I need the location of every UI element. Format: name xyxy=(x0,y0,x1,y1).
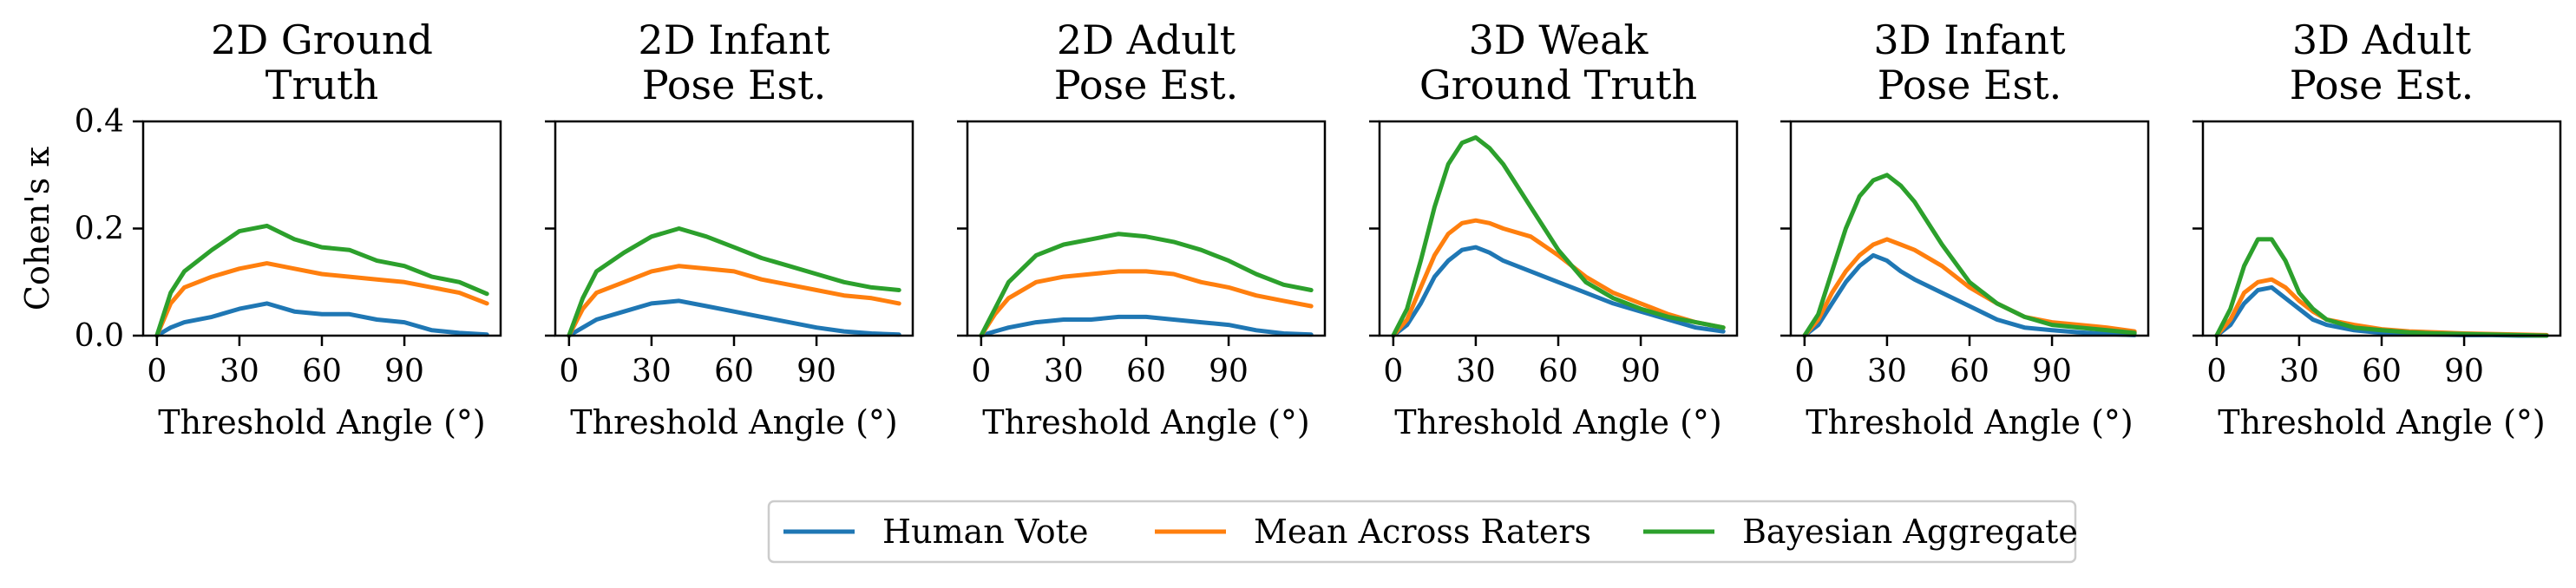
x-axis-label: Threshold Angle (°) xyxy=(158,403,486,441)
series-line-bayesian-aggregate xyxy=(154,223,489,338)
x-tick-label: 60 xyxy=(1950,354,1989,389)
panel-title-line: 2D Infant xyxy=(638,16,830,63)
y-tick-label: 0.0 xyxy=(75,318,124,354)
y-tick-label: 0.2 xyxy=(75,212,124,247)
series-line-bayesian-aggregate xyxy=(567,226,901,338)
plot-frame xyxy=(554,120,914,337)
x-tick-label: 60 xyxy=(714,354,754,389)
y-axis-label: Cohen's κ xyxy=(18,147,56,310)
x-tick-label: 30 xyxy=(2279,354,2319,389)
series-line-mean-across-raters xyxy=(979,269,1314,338)
x-axis-label: Threshold Angle (°) xyxy=(570,403,898,441)
panel-title-line: 3D Weak xyxy=(1469,16,1649,63)
x-tick-label: 60 xyxy=(302,354,342,389)
y-tick-label: 0.4 xyxy=(75,104,124,140)
legend: Human Vote Mean Across Raters Bayesian Agg… xyxy=(767,500,2078,564)
x-axis-label: Threshold Angle (°) xyxy=(982,403,1310,441)
x-tick-label: 0 xyxy=(559,354,579,389)
panel-title-line: 2D Adult xyxy=(1057,16,1236,63)
x-axis-label: Threshold Angle (°) xyxy=(1394,403,1722,441)
plot-frame xyxy=(966,120,1327,337)
x-tick-label: 90 xyxy=(384,354,424,389)
series-line-human-vote xyxy=(979,314,1314,338)
x-tick-label: 30 xyxy=(220,354,259,389)
series-line-human-vote xyxy=(1802,252,2137,338)
x-tick-label: 30 xyxy=(632,354,672,389)
panel-title-line: Pose Est. xyxy=(642,62,827,108)
panel-title-line: Pose Est. xyxy=(1878,62,2062,108)
series-line-bayesian-aggregate xyxy=(979,232,1314,338)
x-tick-label: 0 xyxy=(971,354,991,389)
series-line-bayesian-aggregate xyxy=(1802,173,2137,338)
x-tick-label: 60 xyxy=(1126,354,1166,389)
x-tick-label: 30 xyxy=(1456,354,1496,389)
panel-title-line: 2D Ground xyxy=(211,16,433,63)
panel-title-line: Pose Est. xyxy=(2290,62,2474,108)
panel-title-line: Ground Truth xyxy=(1419,62,1697,108)
series-line-mean-across-raters xyxy=(1391,218,1726,338)
plot-frame xyxy=(2201,120,2562,337)
x-tick-label: 0 xyxy=(1383,354,1403,389)
x-tick-label: 90 xyxy=(796,354,836,389)
series-line-human-vote xyxy=(567,298,901,338)
series-line-mean-across-raters xyxy=(567,264,901,338)
x-tick-label: 60 xyxy=(1538,354,1578,389)
plot-frame xyxy=(1378,120,1739,337)
x-tick-label: 90 xyxy=(2032,354,2072,389)
x-axis-label: Threshold Angle (°) xyxy=(1806,403,2134,441)
legend-box xyxy=(767,500,2077,564)
x-tick-label: 0 xyxy=(2206,354,2226,389)
x-tick-label: 90 xyxy=(2444,354,2484,389)
panel-title-line: 3D Infant xyxy=(1873,16,2066,63)
x-tick-label: 0 xyxy=(1794,354,1814,389)
panel-title-line: Pose Est. xyxy=(1054,62,1239,108)
legend-label: Human Vote xyxy=(882,513,1088,551)
x-tick-label: 0 xyxy=(147,354,167,389)
plot-frame xyxy=(141,120,502,337)
x-axis-label: Threshold Angle (°) xyxy=(2218,403,2546,441)
panel-title-line: 3D Adult xyxy=(2292,16,2472,63)
series-line-human-vote xyxy=(1391,245,1726,338)
legend-label: Bayesian Aggregate xyxy=(1742,513,2078,551)
series-line-human-vote xyxy=(154,301,489,338)
panel-title-line: Truth xyxy=(265,62,378,108)
x-tick-label: 30 xyxy=(1044,354,1084,389)
x-tick-label: 90 xyxy=(1209,354,1249,389)
x-tick-label: 30 xyxy=(1867,354,1907,389)
legend-label: Mean Across Raters xyxy=(1254,513,1591,551)
series-line-bayesian-aggregate xyxy=(1391,135,1726,338)
x-tick-label: 60 xyxy=(2362,354,2402,389)
x-tick-label: 90 xyxy=(1621,354,1661,389)
series-line-mean-across-raters xyxy=(1802,237,2137,338)
series-line-bayesian-aggregate xyxy=(2214,237,2549,338)
series-line-mean-across-raters xyxy=(154,261,489,338)
